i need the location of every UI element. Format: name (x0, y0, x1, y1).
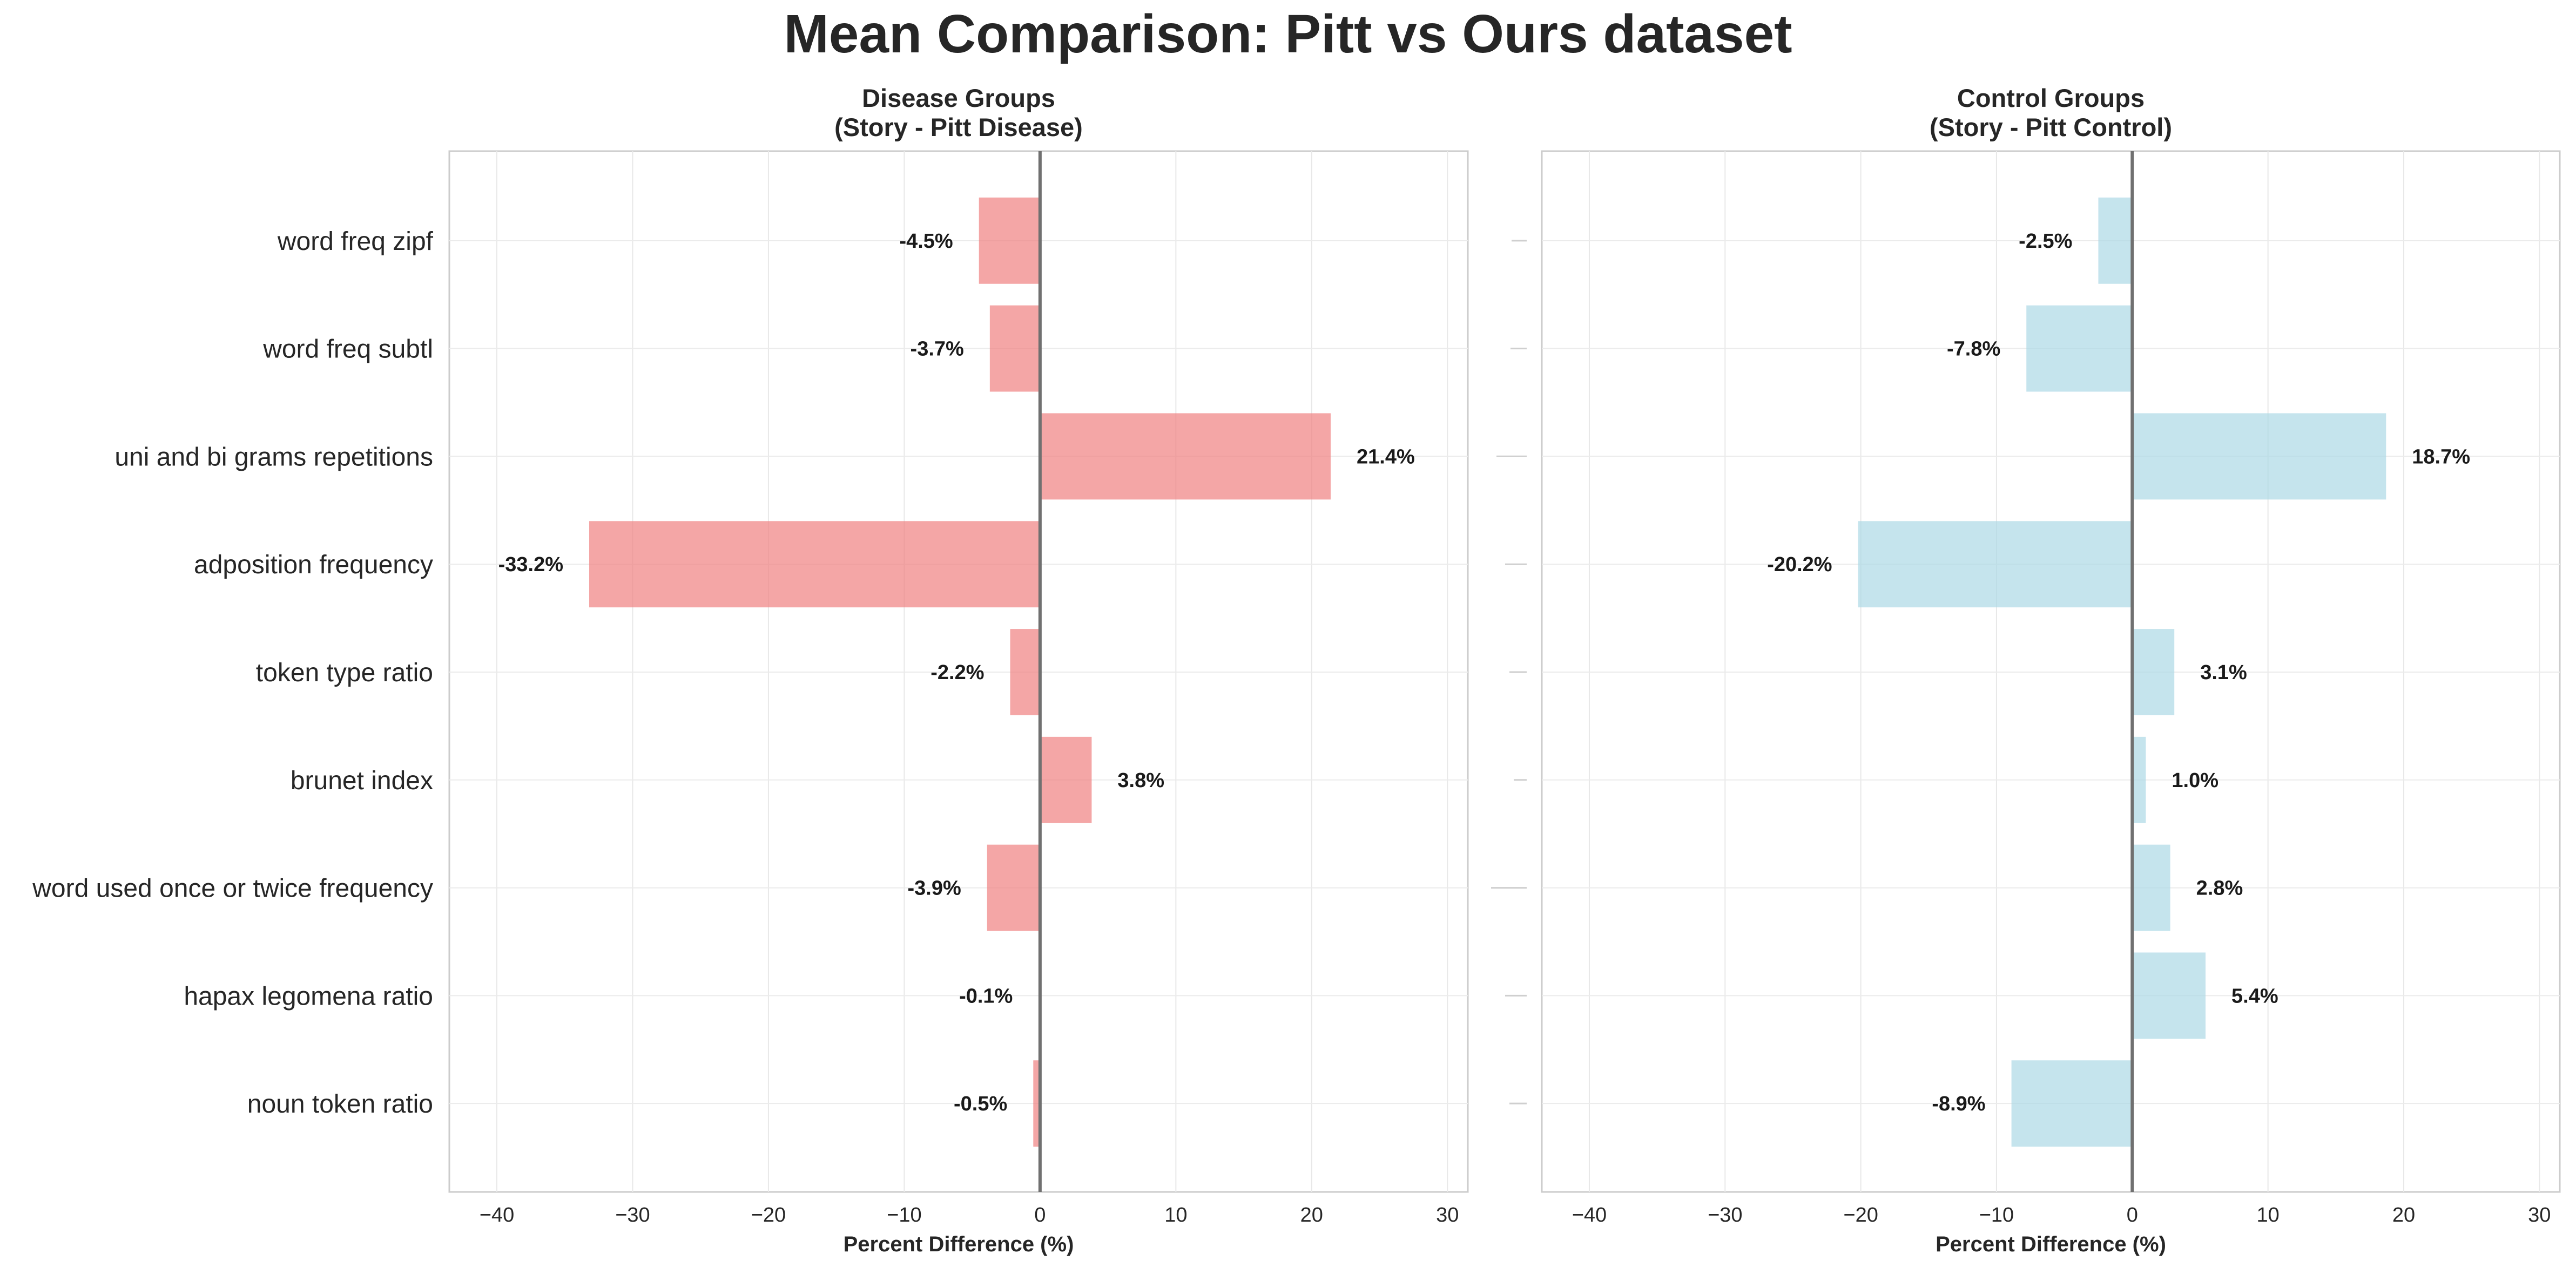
category-label: word freq zipf (277, 227, 434, 256)
control-bar (1858, 521, 2133, 608)
control-data-label: 1.0% (2172, 769, 2218, 792)
control-data-label: 18.7% (2412, 445, 2470, 468)
control-panel-title-line: (Story - Pitt Control) (1930, 113, 2172, 141)
disease-data-label: -3.7% (911, 338, 964, 361)
disease-data-label: 21.4% (1357, 445, 1415, 468)
control-data-label: -20.2% (1767, 553, 1832, 576)
disease-data-label: -2.2% (930, 661, 984, 684)
control-bar (2132, 413, 2386, 500)
disease-x-tick-label: 30 (1436, 1204, 1459, 1226)
disease-groups-panel: -4.5% -3.7% 21.4% -33.2% -2.2% 3.8% -3.9% -0.1%… (32, 84, 1469, 1256)
figure-title: Mean Comparison: Pitt vs Ours dataset (784, 4, 1792, 64)
category-label: uni and bi grams repetitions (114, 443, 433, 471)
disease-data-label: -4.5% (899, 230, 953, 253)
control-bar (2132, 629, 2175, 715)
control-bar (2011, 1060, 2133, 1147)
disease-bar (987, 844, 1040, 931)
control-x-tick-label: 20 (2392, 1204, 2415, 1226)
disease-panel-title-line: (Story - Pitt Disease) (834, 113, 1083, 141)
disease-x-tick-label: 10 (1164, 1204, 1187, 1226)
control-data-label: 3.1% (2200, 661, 2247, 684)
disease-bar (989, 305, 1040, 392)
category-label: token type ratio (256, 659, 433, 687)
control-groups-panel: -2.5% -7.8% 18.7% -20.2% 3.1% 1.0% 2.8% 5.4% -8.… (1491, 84, 2561, 1256)
disease-bar (1010, 629, 1040, 715)
disease-x-tick-label: −40 (480, 1204, 514, 1226)
disease-x-axis-label: Percent Difference (%) (844, 1232, 1074, 1256)
control-x-tick-label: −20 (1843, 1204, 1878, 1226)
disease-data-label: -33.2% (498, 553, 563, 576)
control-x-axis-label: Percent Difference (%) (1936, 1232, 2166, 1256)
control-bar (2026, 305, 2133, 392)
control-data-label: -8.9% (1932, 1093, 1985, 1115)
disease-bar (1040, 413, 1331, 500)
control-data-label: 2.8% (2196, 877, 2243, 900)
category-label: adposition frequency (194, 551, 433, 579)
disease-bar (1033, 1060, 1040, 1147)
disease-data-label: -3.9% (908, 877, 961, 900)
category-label: hapax legomena ratio (184, 982, 433, 1011)
category-label: brunet index (291, 767, 433, 795)
disease-x-tick-label: 20 (1300, 1204, 1323, 1226)
category-label: noun token ratio (247, 1090, 433, 1119)
control-bar (2132, 844, 2170, 931)
disease-bar (979, 197, 1040, 284)
category-label: word used once or twice frequency (32, 875, 433, 903)
control-data-label: 5.4% (2231, 985, 2278, 1007)
disease-x-tick-label: −10 (887, 1204, 921, 1226)
disease-bar (589, 521, 1040, 608)
control-x-tick-label: −30 (1708, 1204, 1742, 1226)
disease-data-label: -0.5% (954, 1093, 1007, 1115)
control-panel-title-line: Control Groups (1957, 84, 2145, 112)
control-bar (2132, 952, 2206, 1039)
control-bar (2132, 736, 2146, 823)
disease-bar (1040, 736, 1092, 823)
category-label: word freq subtl (262, 335, 433, 364)
disease-x-tick-label: −30 (615, 1204, 650, 1226)
disease-panel-title-line: Disease Groups (862, 84, 1055, 112)
control-data-label: -7.8% (1947, 338, 2000, 361)
control-x-tick-label: 10 (2256, 1204, 2279, 1226)
control-x-tick-label: 0 (2127, 1204, 2138, 1226)
disease-x-tick-label: −20 (751, 1204, 786, 1226)
disease-data-label: -0.1% (959, 985, 1013, 1007)
disease-x-tick-label: 0 (1034, 1204, 1046, 1226)
control-data-label: -2.5% (2019, 230, 2072, 253)
disease-data-label: 3.8% (1117, 769, 1164, 792)
control-x-tick-label: −40 (1572, 1204, 1607, 1226)
control-bar (2098, 197, 2133, 284)
control-x-tick-label: 30 (2528, 1204, 2551, 1226)
control-x-tick-label: −10 (1979, 1204, 2014, 1226)
